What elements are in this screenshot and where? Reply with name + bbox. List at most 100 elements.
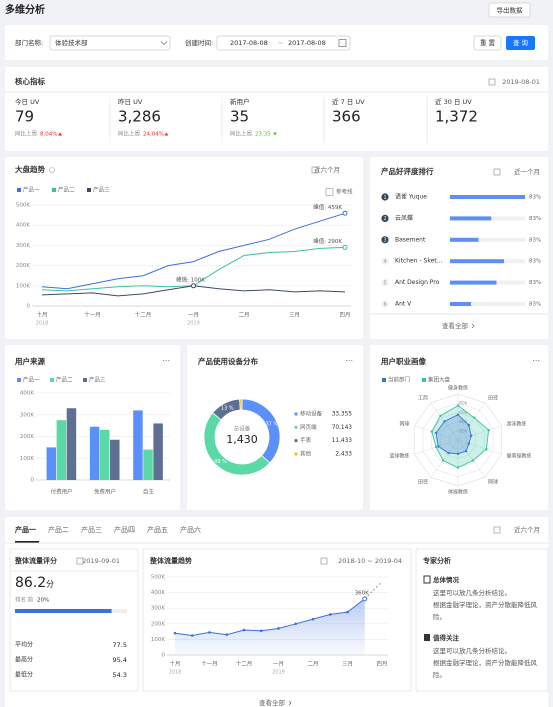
progress-bar [450,302,471,306]
bar [46,447,57,480]
card-title: 用户职业画像 [381,356,426,366]
export-label[interactable]: 导出数据 [497,6,524,15]
radar-tick-label: 60k [459,410,468,416]
view-all[interactable]: 查看全部 [442,321,469,330]
tab[interactable]: 产品五 [147,525,168,534]
chevron [471,323,475,329]
radar-point [441,459,445,462]
tab[interactable]: 产品二 [48,525,69,534]
bar [143,449,153,480]
radar-point [456,404,460,407]
x-tick-label: 自主 [143,488,155,496]
x-tick-label: 十月 [36,311,47,319]
view-all[interactable]: 查看全部 [259,698,286,707]
ranking-card [370,157,548,339]
radar-point [456,413,460,416]
peak-marker [191,283,196,289]
line [364,581,383,600]
range-select[interactable]: 近六个月 [314,165,340,174]
radar-point [439,414,442,418]
reset-button[interactable] [473,35,502,51]
expert-card [415,548,549,692]
radar-point [443,420,446,423]
point [173,631,177,635]
stat-label: 平均分 [15,641,33,649]
x-sub-label: 2018 [169,670,182,676]
kpi-label: 近 7 日 UV [332,97,365,106]
export-button[interactable] [488,2,531,18]
annotation: 360K [355,590,369,596]
point [328,613,332,616]
card-title: 产品使用设备分布 [198,356,258,366]
tab[interactable]: 产品一 [15,525,36,534]
kpi-compare-label: 同比上周 [118,130,140,138]
dept-select[interactable] [49,35,171,51]
reset-label[interactable]: 重 置 [480,39,496,47]
x-tick-label: 三月 [342,661,353,668]
x-tick-label: 十一月 [201,660,218,668]
rank-badge [381,279,389,287]
x-tick-label: 免费用户 [94,488,116,496]
tab[interactable]: 产品六 [180,525,201,534]
tab[interactable]: 产品三 [81,525,102,534]
legend-count: 33,355 [332,412,353,418]
radar-point [467,442,471,445]
kpi-label: 新用户 [230,97,250,106]
filter-label: 创建时间: [185,38,213,47]
radar-point [473,416,476,419]
radar-axis [430,439,459,478]
y-tick-label: 500K [16,203,30,209]
annotation: 峰值: 100K [176,275,205,283]
product-name: 语雀 Yuque [395,193,427,201]
radar-point [471,459,475,462]
kpi-compare-label: 同比上周 [15,130,37,138]
legend-dot [294,412,298,416]
kpi-label: 近 30 日 UV [435,97,472,106]
rank-number: 4 [383,259,386,265]
y-tick-label: 300K [16,243,30,249]
y-tick-label: 100K [151,637,165,643]
more-dots: ··· [345,357,353,366]
calendar-icon [76,557,84,565]
checkbox[interactable] [325,188,334,196]
rank-badge [381,193,389,201]
calendar-icon [338,39,347,47]
query-button[interactable] [506,36,535,50]
stat-label: 最低分 [15,671,33,679]
legend-swatch [83,378,87,382]
date-range[interactable] [216,35,351,51]
rank-number: 2 [383,216,386,222]
card-title: 产品好评度排行 [381,166,434,176]
legend-label: 移动设备 [300,410,323,418]
radar-point [487,428,490,432]
rank-number: 6 [383,302,386,308]
radar-point [464,449,468,453]
point [311,617,315,621]
radar-point [485,448,488,451]
range-select[interactable]: 2018-10 ~ 2019-04 [338,557,402,565]
kpi-label: 今日 UV [15,97,40,106]
query-label[interactable]: 查 询 [513,38,529,47]
x-tick-label: 十月 [169,660,180,668]
score: 83% [529,237,541,243]
radar-axis-label: 健身教练 [448,385,468,392]
y-tick-label: 300K [20,412,34,418]
tab[interactable]: 产品四 [114,525,135,534]
tab-underline [15,541,39,543]
range-select[interactable]: 近六个月 [514,525,540,534]
rank-label: 排名 前 [15,596,34,604]
peak-marker [342,210,348,216]
doc-icon [423,575,431,584]
range-select[interactable]: 近一个月 [514,167,540,176]
bar [133,410,143,480]
card-title: 大盘趋势 [15,164,45,174]
career-card [370,345,548,510]
legend-swatch [17,188,21,192]
bar [99,429,110,480]
page-title: 多维分析 [5,3,45,16]
radar-point [467,423,471,427]
rank-badge [381,214,389,222]
rank-badge [381,300,389,308]
stat-label: 最高分 [15,656,33,664]
expert-line: 根据金融学理论，资产分散能降低风险。 [433,601,537,621]
